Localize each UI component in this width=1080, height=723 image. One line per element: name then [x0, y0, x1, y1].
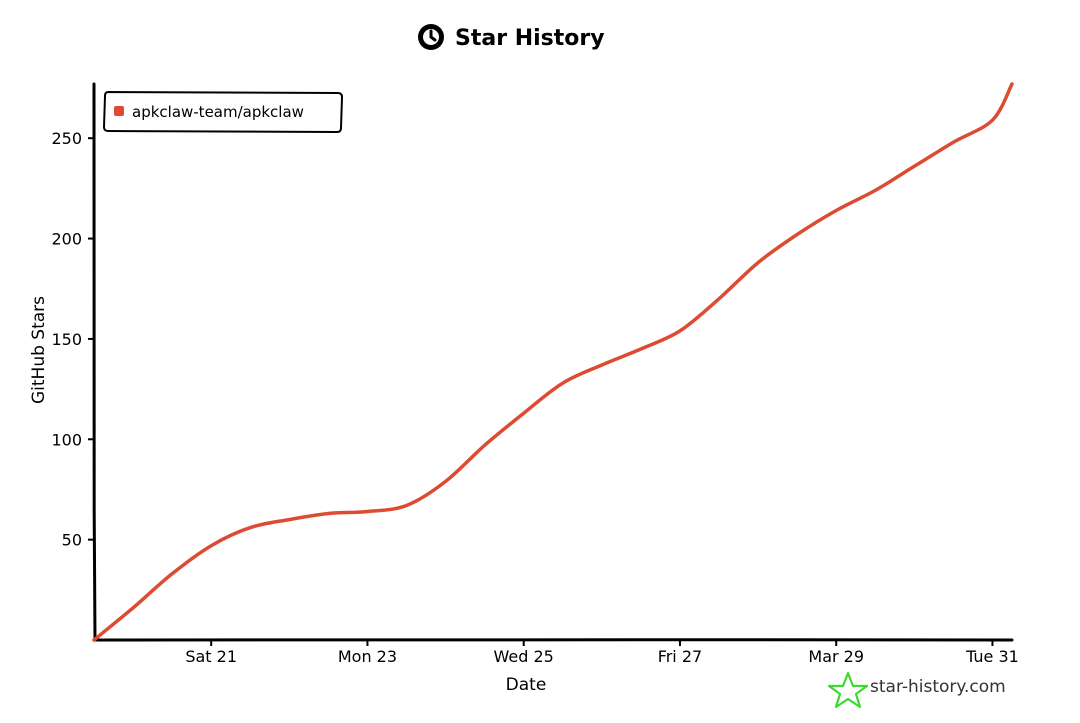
x-tick-label: Wed 25 [494, 647, 554, 666]
x-tick-label: Fri 27 [658, 647, 703, 666]
x-tick-label: Sat 21 [185, 647, 237, 666]
x-axis-line [92, 638, 1014, 642]
chart-title: Star History [455, 26, 605, 51]
y-tick-label: 250 [51, 129, 82, 148]
x-axis-ticks: Sat 21 Mon 23 Wed 25 Fri 27 Mar 29 Tue 31 [185, 640, 1019, 666]
y-axis-label: GitHub Stars [29, 296, 49, 404]
clock-logo-icon [418, 24, 444, 50]
x-tick-label: Mon 23 [338, 647, 397, 666]
y-tick-label: 50 [62, 531, 82, 550]
watermark-text: star-history.com [870, 677, 1006, 697]
y-tick-label: 100 [51, 430, 82, 449]
x-tick-label: Tue 31 [965, 647, 1019, 666]
legend-label: apkclaw-team/apkclaw [132, 103, 304, 121]
star-icon [827, 671, 869, 709]
chart-title-group: Star History [418, 24, 605, 51]
y-tick-label: 200 [51, 230, 82, 249]
x-tick-label: Mar 29 [808, 647, 864, 666]
y-axis-ticks: 50 100 150 200 250 [51, 129, 94, 550]
legend-box [102, 90, 344, 134]
y-axis-line [92, 82, 97, 642]
legend: apkclaw-team/apkclaw [102, 90, 344, 134]
x-axis-label: Date [506, 675, 547, 695]
y-tick-label: 150 [51, 330, 82, 349]
legend-swatch [114, 106, 124, 116]
series-line-apkclaw [92, 82, 1014, 642]
watermark: star-history.com [827, 671, 1006, 709]
